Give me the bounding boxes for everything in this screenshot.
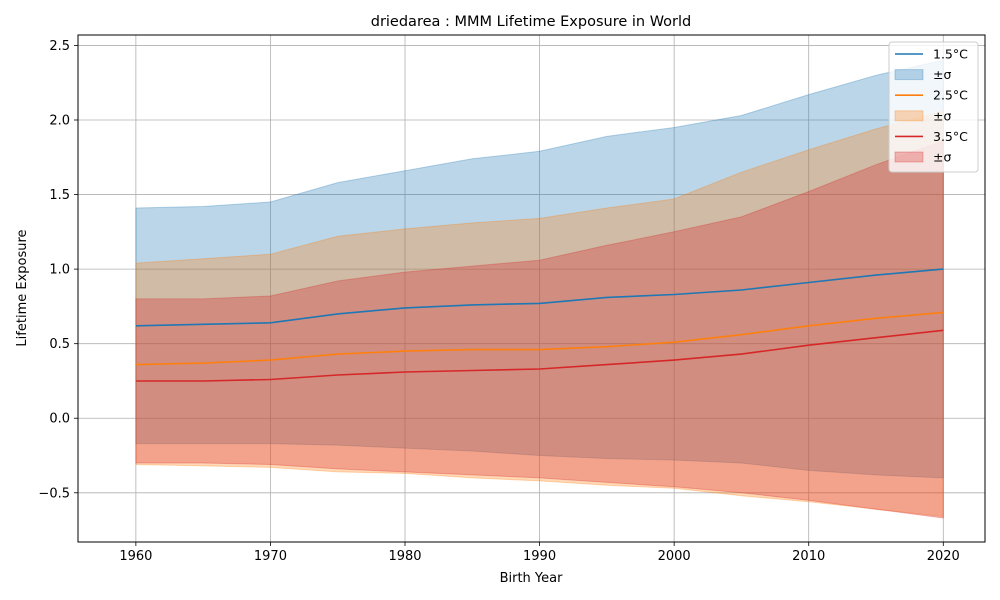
band-series-0: [135, 59, 944, 479]
series-lines: [135, 268, 944, 382]
legend-label: 3.5°C: [933, 129, 968, 144]
x-axis-label: Birth Year: [500, 571, 564, 586]
x-tick-label: 1960: [119, 549, 152, 564]
line-series-0: [135, 268, 944, 327]
y-axis-label: Lifetime Exposure: [15, 229, 30, 346]
chart-title: driedarea : MMM Lifetime Exposure in Wor…: [371, 14, 692, 30]
band-series-2: [135, 140, 944, 519]
legend-box: [888, 41, 979, 173]
x-tick-label: 2010: [792, 549, 825, 564]
y-tick-label: 1.5: [49, 188, 70, 203]
y-tick-label: −0.5: [38, 486, 70, 501]
line-series-1: [135, 311, 944, 366]
bands: [135, 59, 944, 519]
legend-label: 2.5°C: [933, 88, 968, 103]
x-tick-label: 1980: [388, 549, 421, 564]
legend-label: 1.5°C: [933, 47, 968, 62]
y-tick-label: 0.5: [49, 337, 70, 352]
legend-band-swatch: [894, 110, 924, 122]
x-tick-label: 2020: [927, 549, 960, 564]
line-series-2: [135, 329, 944, 382]
band-series-1: [135, 110, 944, 518]
plot-frame: [77, 34, 986, 543]
legend-band-label: ±σ: [933, 150, 951, 165]
grid: [78, 35, 985, 542]
legend-band-label: ±σ: [933, 108, 951, 123]
y-tick-label: 1.0: [49, 263, 70, 278]
x-tick-label: 1990: [523, 549, 556, 564]
legend: 1.5°C ±σ 2.5°C ±σ 3.5°C ±σ: [888, 41, 979, 173]
y-tick-label: 0.0: [49, 412, 70, 427]
x-tick-label: 2000: [658, 549, 691, 564]
y-tick-label: 2.0: [49, 113, 70, 128]
x-ticks: 1960 1970 1980 1990 2000 2010 2020: [119, 542, 960, 564]
legend-band-swatch: [894, 69, 924, 81]
legend-band-label: ±σ: [933, 67, 951, 82]
y-tick-label: 2.5: [49, 39, 70, 54]
y-ticks: −0.5 0.0 0.5 1.0 1.5 2.0 2.5: [38, 39, 78, 501]
legend-band-swatch: [894, 151, 924, 163]
x-tick-label: 1970: [254, 549, 287, 564]
